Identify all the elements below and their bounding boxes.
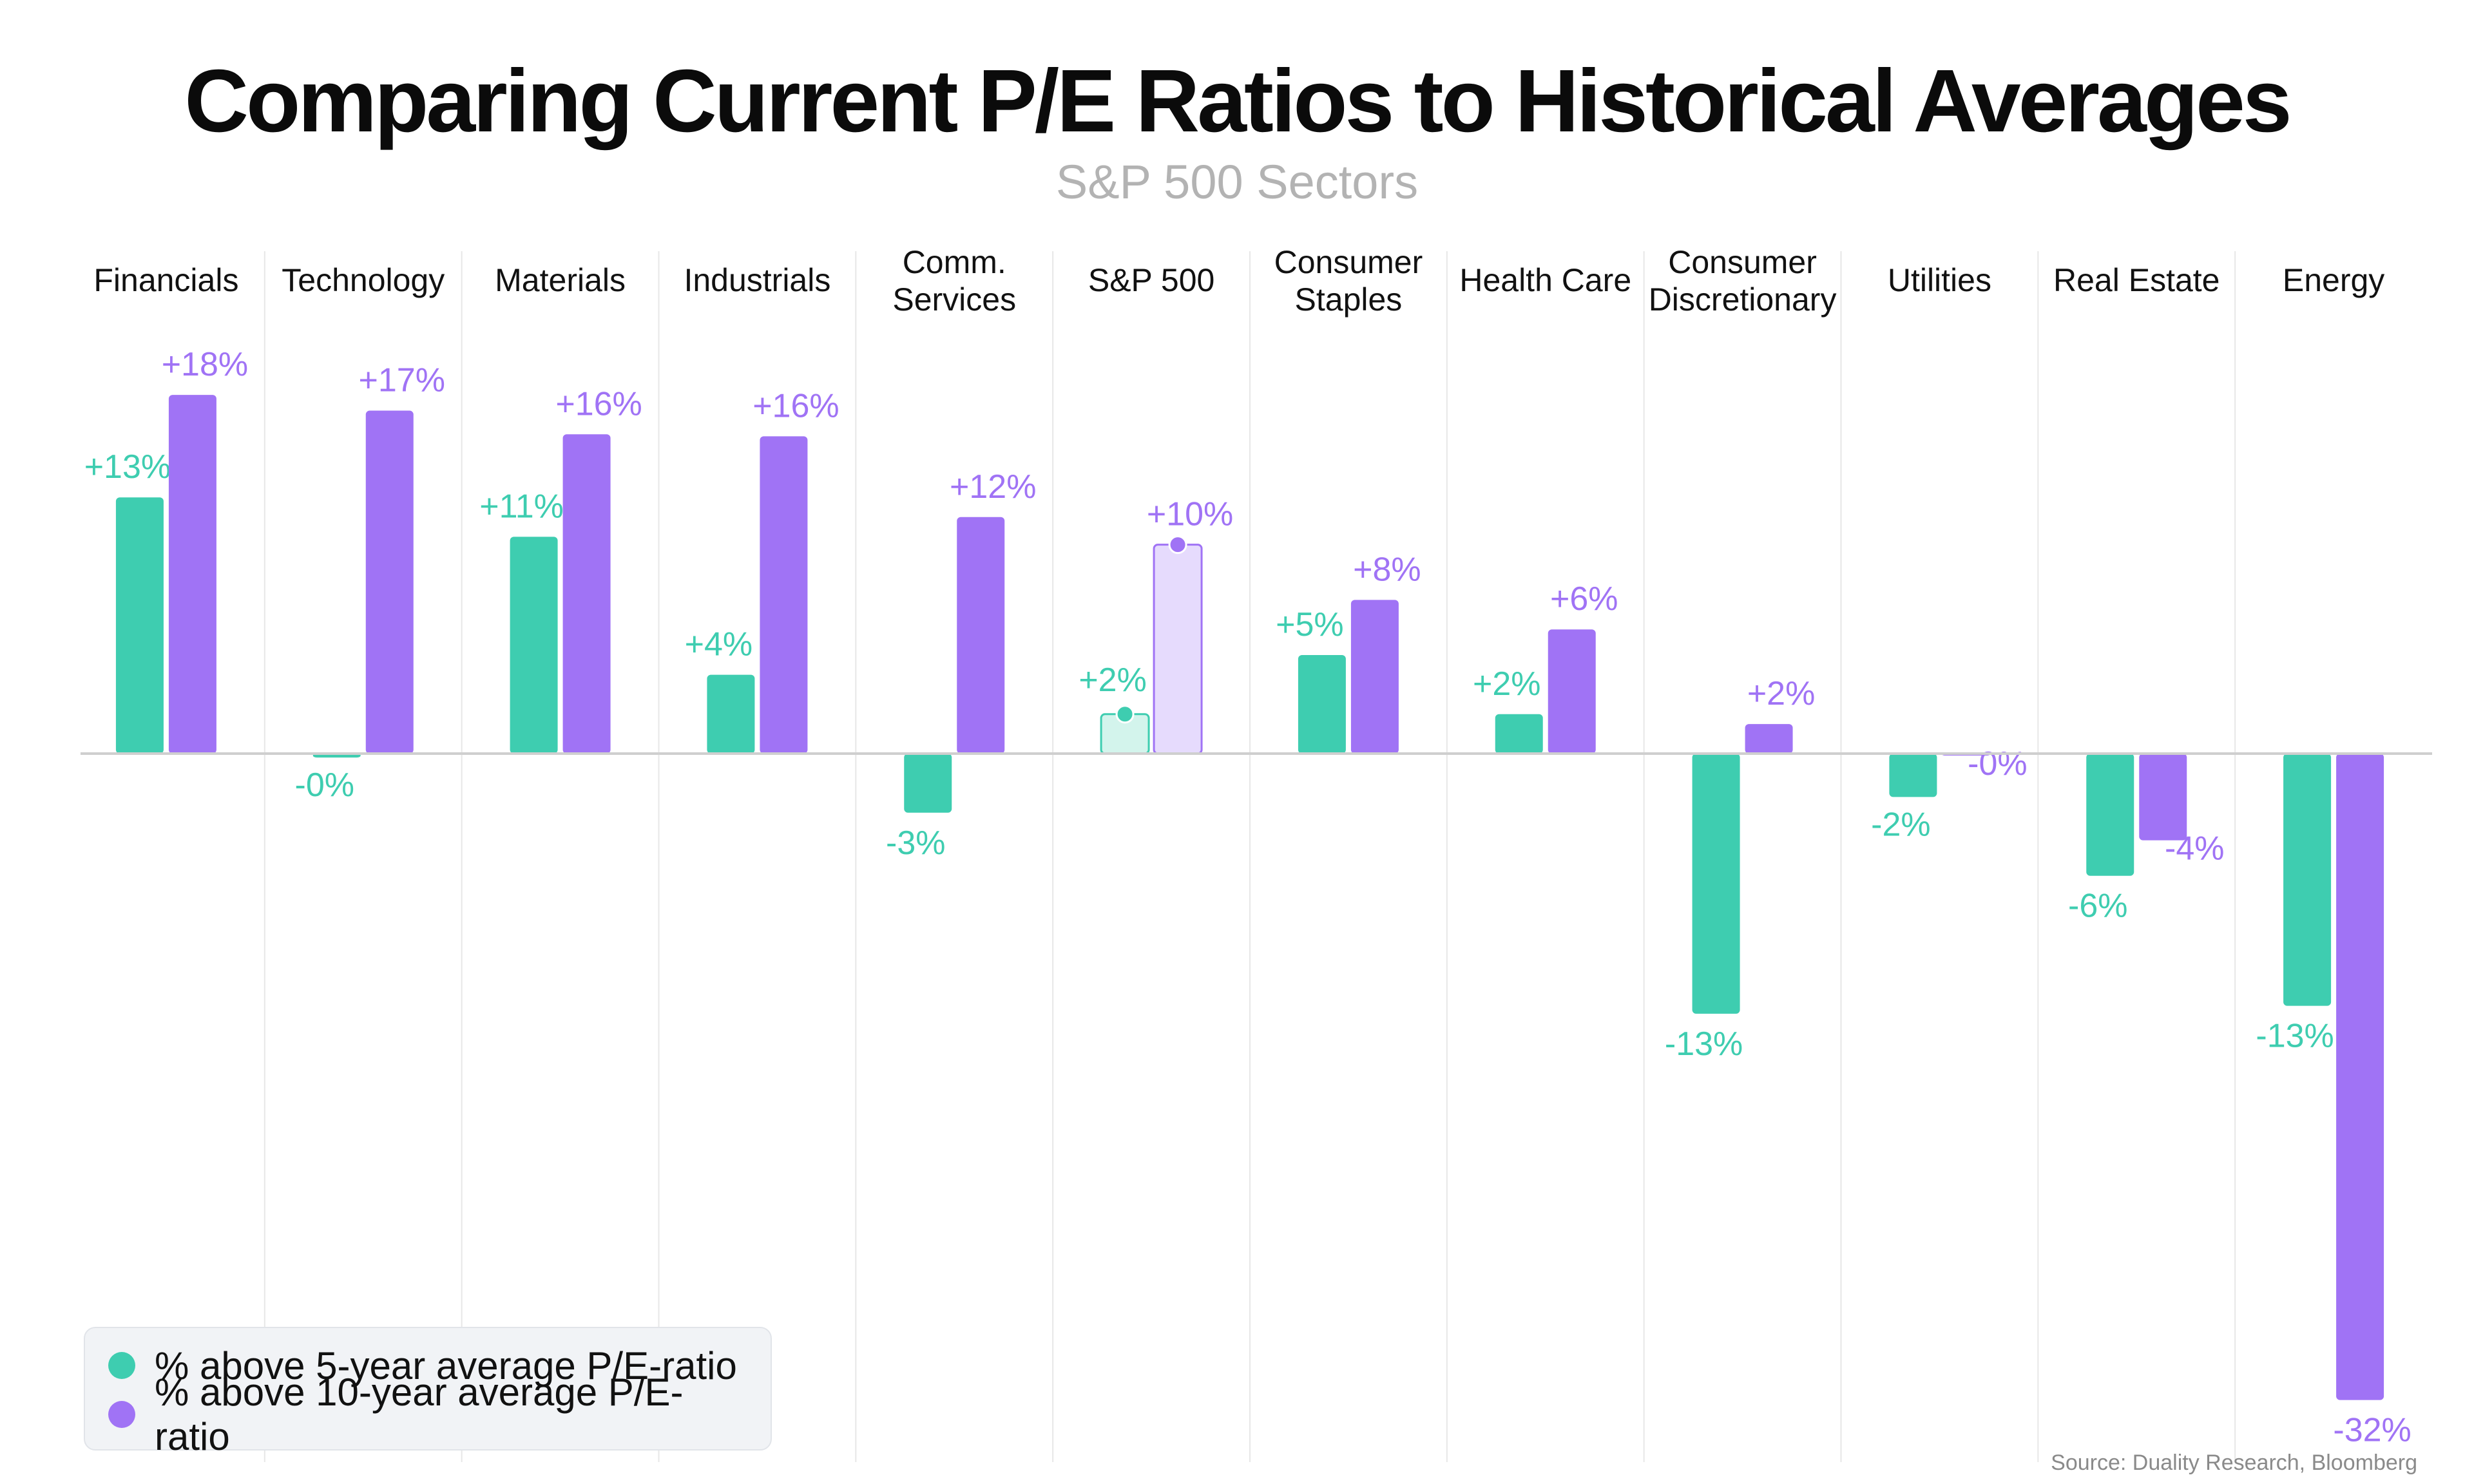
data-label-five-year-s-p-500: +2% xyxy=(1079,661,1147,699)
data-label-ten-year-real-estate: -4% xyxy=(2165,830,2224,868)
bar-ten-year-health-care xyxy=(1548,629,1596,754)
data-label-five-year-energy: -13% xyxy=(2256,1018,2334,1055)
data-label-five-year-comm-services: -3% xyxy=(886,824,945,862)
category-label-technology: Technology xyxy=(282,262,445,298)
bar-ten-year-materials xyxy=(562,434,611,754)
bar-ten-year-industrials xyxy=(760,436,808,754)
data-label-ten-year-health-care: +6% xyxy=(1550,580,1618,618)
category-label-utilities: Utilities xyxy=(1888,262,1991,298)
category-label-industrials: Industrials xyxy=(684,262,830,298)
category-label-consumer-staples: Consumer Staples xyxy=(1274,244,1423,318)
bar-five-year-real-estate xyxy=(2086,754,2134,876)
data-label-ten-year-energy: -32% xyxy=(2333,1412,2411,1449)
bar-five-year-utilities xyxy=(1889,754,1937,797)
chart-subtitle: S&P 500 Sectors xyxy=(1055,155,1419,209)
data-label-five-year-materials: +11% xyxy=(479,488,564,525)
data-label-five-year-consumer-staples: +5% xyxy=(1276,606,1344,643)
bar-five-year-health-care xyxy=(1495,714,1543,754)
category-label-consumer-discretionary: Consumer Discretionary xyxy=(1649,244,1837,318)
data-label-five-year-real-estate: -6% xyxy=(2068,888,2127,925)
bar-ten-year-comm-services xyxy=(957,517,1005,754)
data-label-five-year-industrials: +4% xyxy=(685,626,753,663)
bar-five-year-energy xyxy=(2283,754,2332,1006)
data-label-five-year-consumer-discretionary: -13% xyxy=(1665,1025,1743,1063)
data-label-ten-year-technology: +17% xyxy=(359,362,445,399)
category-label-materials: Materials xyxy=(495,262,626,298)
bar-five-year-comm-services xyxy=(904,754,952,813)
bar-ten-year-consumer-staples xyxy=(1350,600,1399,754)
marker-dot-ten-year-s-p-500 xyxy=(1168,535,1187,555)
bar-ten-year-energy xyxy=(2336,754,2384,1400)
bar-ten-year-real-estate xyxy=(2139,754,2187,841)
data-label-ten-year-industrials: +16% xyxy=(753,387,839,424)
legend-marker-ten-year xyxy=(108,1401,135,1428)
data-label-five-year-health-care: +2% xyxy=(1473,665,1541,703)
data-label-ten-year-consumer-staples: +8% xyxy=(1353,551,1421,588)
bar-ten-year-s-p-500 xyxy=(1153,544,1203,755)
data-label-ten-year-financials: +18% xyxy=(162,346,248,383)
bar-five-year-consumer-discretionary xyxy=(1692,754,1740,1014)
bar-ten-year-consumer-discretionary xyxy=(1745,724,1793,754)
data-label-ten-year-s-p-500: +10% xyxy=(1147,496,1233,533)
bar-ten-year-technology xyxy=(365,410,414,754)
data-label-five-year-utilities: -2% xyxy=(1871,806,1930,843)
category-label-comm-services: Comm. Services xyxy=(892,244,1016,318)
data-label-ten-year-comm-services: +12% xyxy=(950,468,1036,506)
legend-item-five-year: % above 5-year average P/E-ratio xyxy=(108,1341,747,1390)
bar-ten-year-financials xyxy=(168,395,216,754)
data-label-five-year-technology: -0% xyxy=(295,766,354,804)
chart-legend: % above 5-year average P/E-ratio % above… xyxy=(84,1327,772,1458)
data-label-ten-year-materials: +16% xyxy=(555,385,642,423)
data-label-five-year-financials: +13% xyxy=(84,448,171,486)
legend-label-ten-year: % above 10-year average P/E-ratio xyxy=(155,1371,684,1458)
category-label-real-estate: Real Estate xyxy=(2053,262,2220,298)
legend-label-five-year: % above 5-year average P/E-ratio xyxy=(155,1344,737,1387)
bar-five-year-financials xyxy=(115,497,164,754)
source-note: Source: Duality Research, Bloomberg xyxy=(2051,1451,2417,1475)
bar-five-year-industrials xyxy=(707,674,755,754)
bar-five-year-materials xyxy=(510,537,558,754)
category-label-financials: Financials xyxy=(93,262,238,298)
data-label-ten-year-utilities: -0% xyxy=(1968,745,2027,783)
chart-title: Comparing Current P/E Ratios to Historic… xyxy=(184,52,2292,151)
category-label-health-care: Health Care xyxy=(1459,262,1631,298)
legend-marker-five-year xyxy=(108,1352,135,1379)
marker-dot-five-year-s-p-500 xyxy=(1115,705,1135,724)
category-label-s-p-500: S&P 500 xyxy=(1088,262,1214,298)
category-label-energy: Energy xyxy=(2283,262,2384,298)
legend-item-ten-year: % above 10-year average P/E-ratio xyxy=(108,1371,747,1458)
bar-five-year-consumer-staples xyxy=(1298,655,1346,754)
data-label-ten-year-consumer-discretionary: +2% xyxy=(1747,675,1816,712)
